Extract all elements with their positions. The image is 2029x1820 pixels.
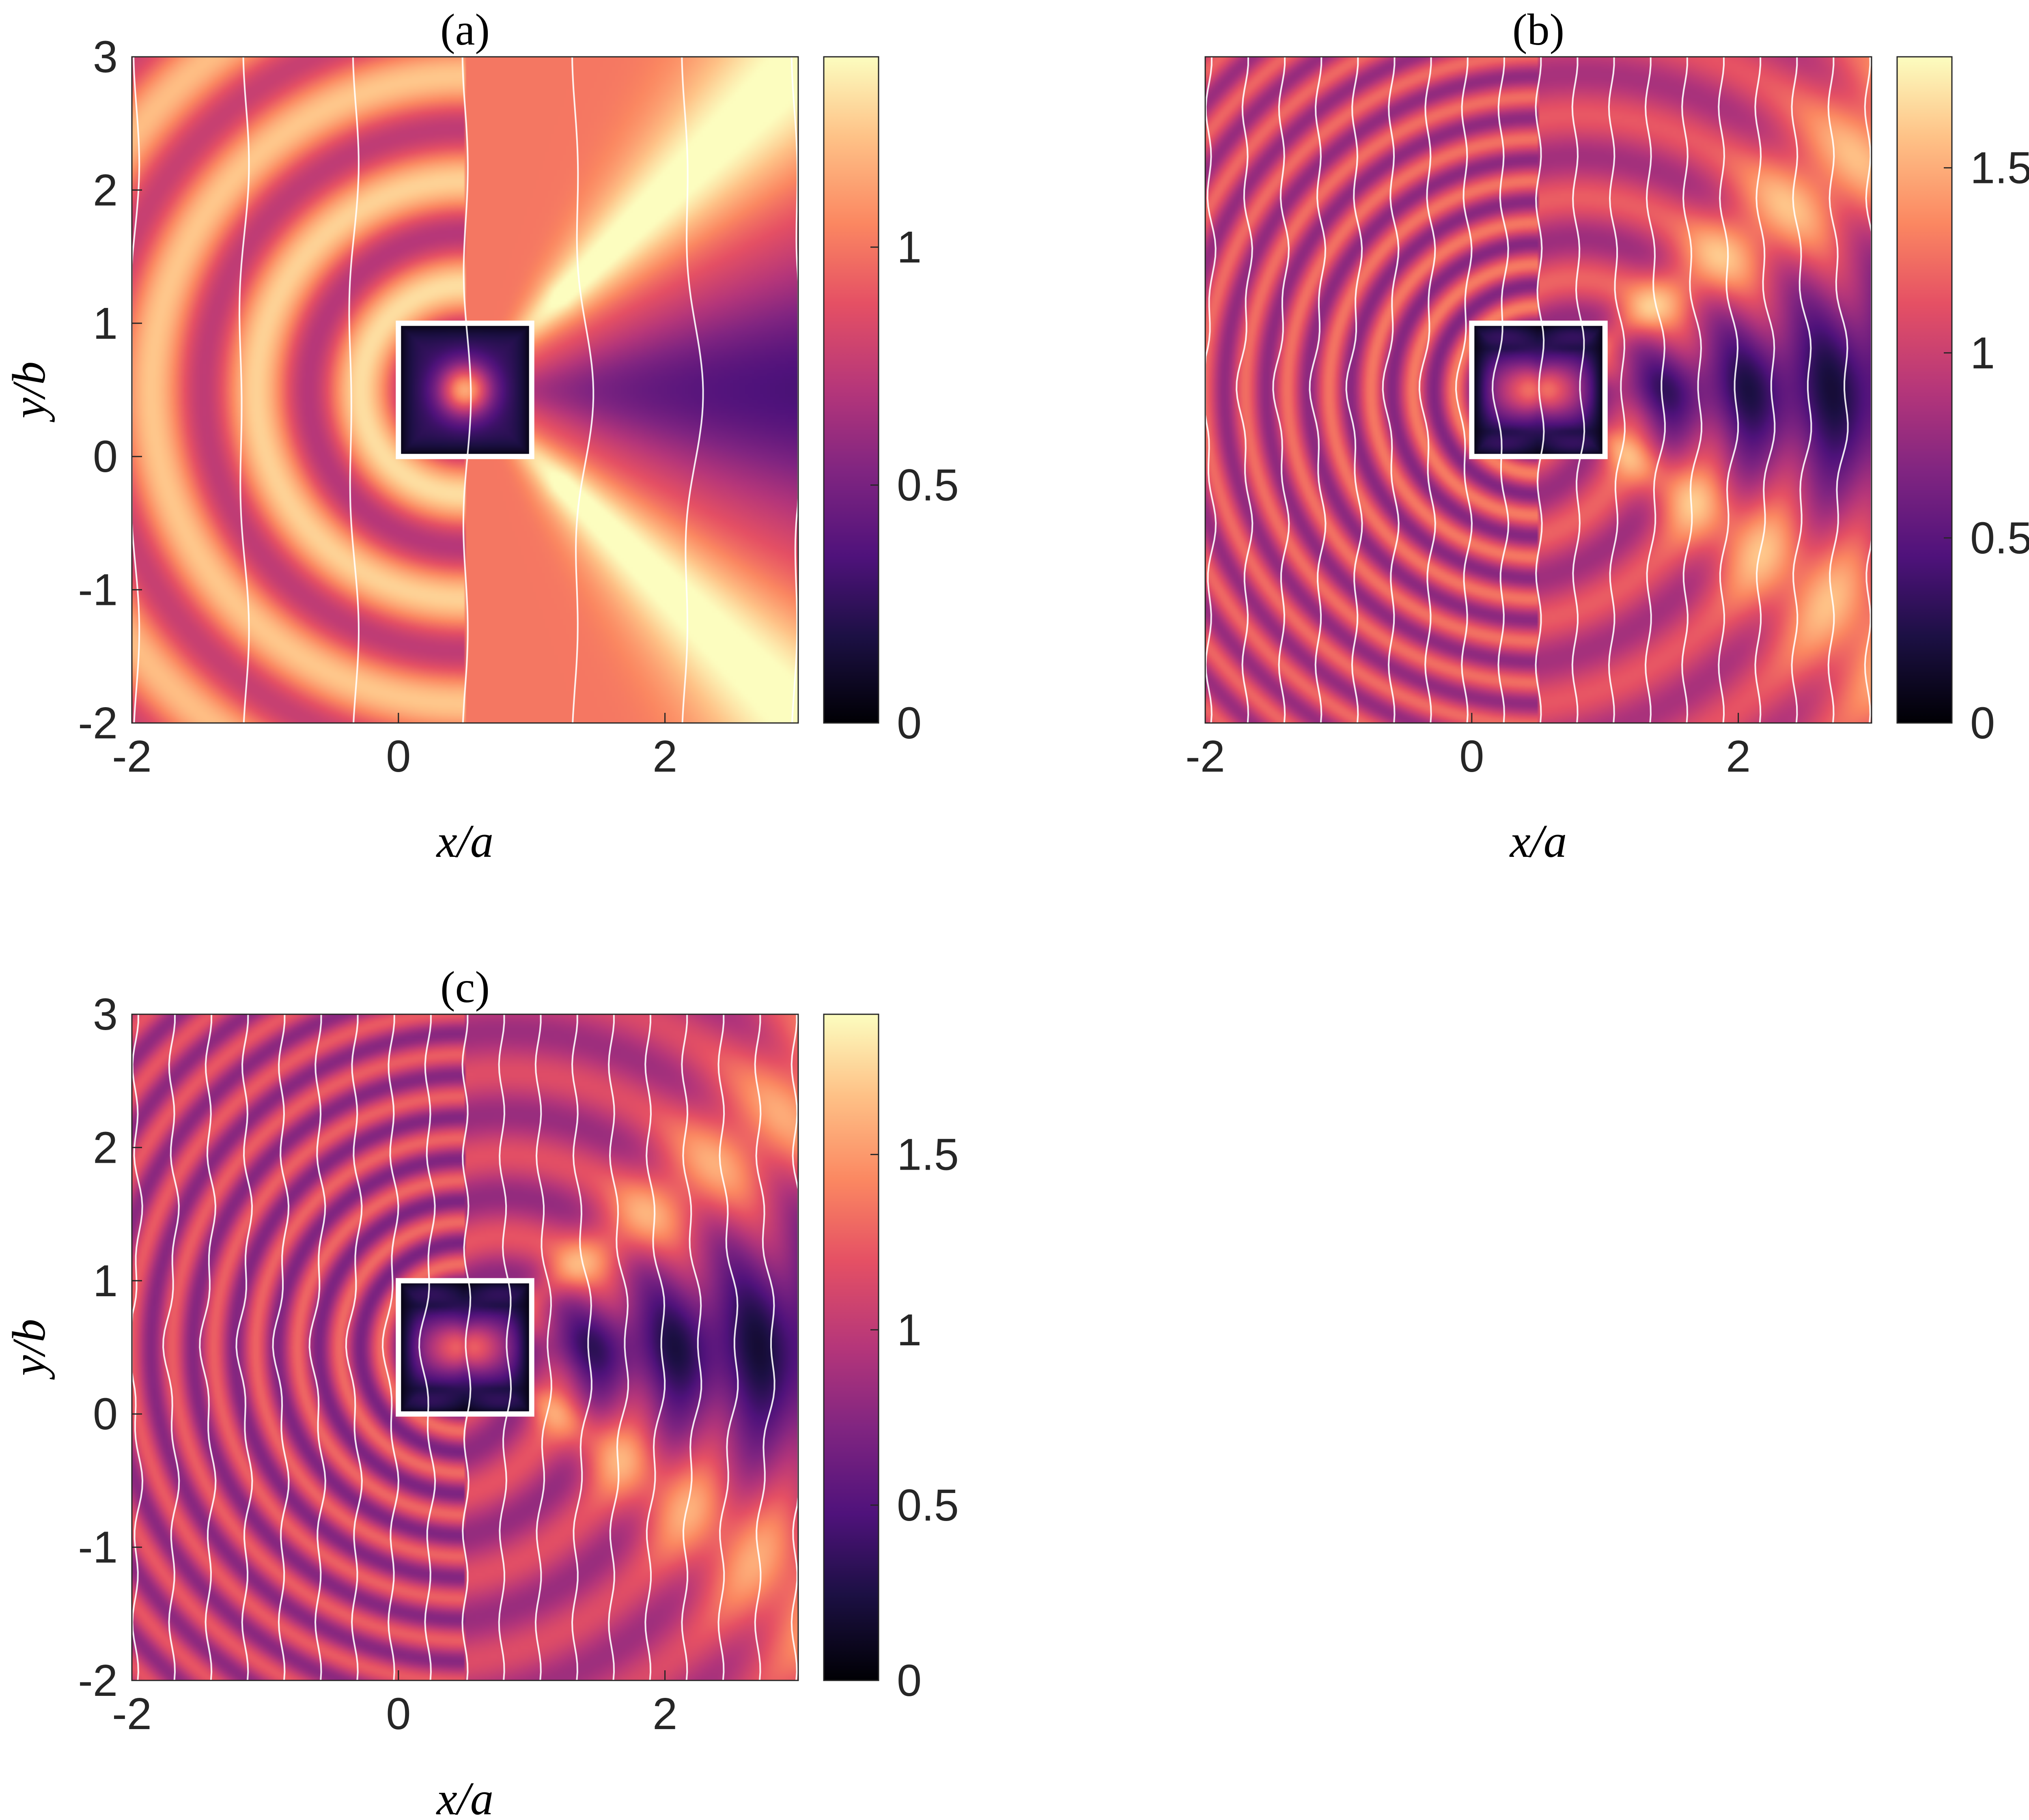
y-tick-label: 3: [93, 990, 118, 1039]
y-tick-label: 0: [93, 1389, 118, 1439]
y-axis-label: y/b: [3, 1319, 55, 1380]
colorbar-tick-label: 1.5: [1970, 143, 2029, 193]
wavefront-line: [1681, 56, 1703, 723]
wavefront-line: [754, 1014, 775, 1681]
y-tick-label: -2: [78, 698, 118, 748]
scatterer-box: [396, 321, 534, 459]
colorbar-tick-label: 0.5: [897, 1480, 959, 1530]
wavefront-line: [1491, 56, 1510, 723]
wavefront-line: [571, 56, 594, 723]
x-tick-label: 2: [653, 731, 677, 781]
y-tick-label: 1: [93, 299, 118, 349]
y-tick-label: 3: [93, 32, 118, 82]
colorbar-tick-label: 0: [897, 1656, 922, 1706]
wavefront-line: [272, 1014, 290, 1681]
x-tick-label: 0: [1459, 731, 1484, 781]
y-tick-label: 2: [93, 1123, 118, 1172]
x-axis-label: x/a: [1509, 815, 1567, 867]
heatmap-image: [132, 57, 798, 723]
axes-frame: [131, 1013, 799, 1681]
wavefront-line: [644, 1014, 666, 1681]
y-tick-label: 1: [93, 1256, 118, 1306]
wavefront-line: [681, 56, 704, 723]
wavefront-line: [1571, 56, 1585, 723]
x-tick-label: 2: [1726, 731, 1751, 781]
wavefront-line: [461, 56, 472, 723]
wavefront-line: [1236, 56, 1254, 723]
colorbar: 0 0.5 1 1.5: [823, 1013, 959, 1706]
wavefront-line: [1827, 56, 1849, 723]
wavefront-line: [1382, 56, 1400, 723]
wavefront-line: [1345, 56, 1363, 723]
x-tick-label: 0: [386, 1689, 411, 1739]
y-tick-label: 0: [93, 432, 118, 482]
wavefront-line: [162, 1014, 180, 1681]
x-tick-label: -2: [112, 1689, 152, 1739]
colorbar-tick-label: 0: [1970, 698, 1995, 748]
wavefront-line: [608, 1014, 629, 1681]
x-tick-label: 2: [653, 1689, 677, 1739]
wavefront-line: [1718, 56, 1739, 723]
wavefront-line: [308, 1014, 326, 1681]
wavefront-line: [1309, 56, 1327, 723]
wavefront-line: [381, 1014, 400, 1681]
colorbar-tick-label: 1: [897, 222, 922, 272]
wavefront-line: [418, 1014, 436, 1681]
wavefront-line: [571, 1014, 592, 1681]
axes-frame: [1204, 56, 1872, 724]
x-axis-label: x/a: [436, 815, 494, 867]
colorbar-tick-label: 0.5: [1970, 513, 2029, 563]
wavefront-line: [498, 1014, 512, 1681]
x-tick-label: -2: [112, 731, 152, 781]
panel-b: (b) -2 0 2 x/a 0 0.5 1 1.5: [1185, 5, 2029, 867]
y-axis-label: y/b: [3, 361, 55, 423]
x-axis-label: x/a: [436, 1773, 494, 1820]
wavefront-line: [1644, 57, 1666, 723]
wavefront-line: [345, 1014, 363, 1681]
y-tick-label: -2: [78, 1656, 118, 1706]
wavefront-line: [239, 56, 250, 723]
axes-frame: [131, 56, 799, 724]
wavefront-line: [681, 1014, 702, 1681]
wavefront-line: [1754, 57, 1776, 723]
wavefront-line: [1608, 56, 1626, 723]
colorbar-gradient: [1896, 56, 1953, 724]
colorbar-tick-label: 0.5: [897, 460, 959, 510]
x-tick-label: 0: [386, 731, 411, 781]
panel-title: (c): [440, 962, 490, 1012]
colorbar-tick-label: 1: [897, 1305, 922, 1355]
wavefront-line: [461, 1014, 472, 1681]
colorbar: 0 0.5 1 1.5: [1896, 56, 2029, 748]
wavefront-line: [1791, 56, 1812, 723]
wavefront-line: [717, 1014, 739, 1681]
colorbar: 00.51: [823, 56, 959, 748]
panel-title: (a): [440, 5, 490, 54]
colorbar-gradient: [823, 56, 879, 724]
colorbar-tick-label: 1: [1970, 328, 1995, 378]
panel-title: (b): [1512, 5, 1564, 54]
wavefront-line: [1455, 56, 1473, 723]
y-tick-label: 2: [93, 165, 118, 215]
colorbar-tick-label: 0: [897, 698, 922, 748]
y-tick-label: -1: [78, 1523, 118, 1573]
colorbar-tick-label: 1.5: [897, 1130, 959, 1180]
scatterer-box: [396, 1278, 534, 1417]
x-tick-label: -2: [1185, 731, 1225, 781]
wavefront-line: [1418, 56, 1436, 723]
colorbar-gradient: [823, 1013, 879, 1681]
wavefront-line: [1535, 57, 1545, 723]
wavefront-line: [235, 1014, 253, 1681]
scatterer-box: [1469, 321, 1608, 459]
wavefront-line: [348, 56, 360, 723]
wavefront-line: [199, 1014, 217, 1681]
y-tick-label: -1: [78, 565, 118, 615]
wavefront-line: [1272, 56, 1290, 723]
wavefront-line: [534, 1014, 552, 1681]
panel-c: (c) -2 0 2 x/a -2 -1 0 1 2 3 y/b 0 0.5 1 1.5: [3, 962, 959, 1820]
